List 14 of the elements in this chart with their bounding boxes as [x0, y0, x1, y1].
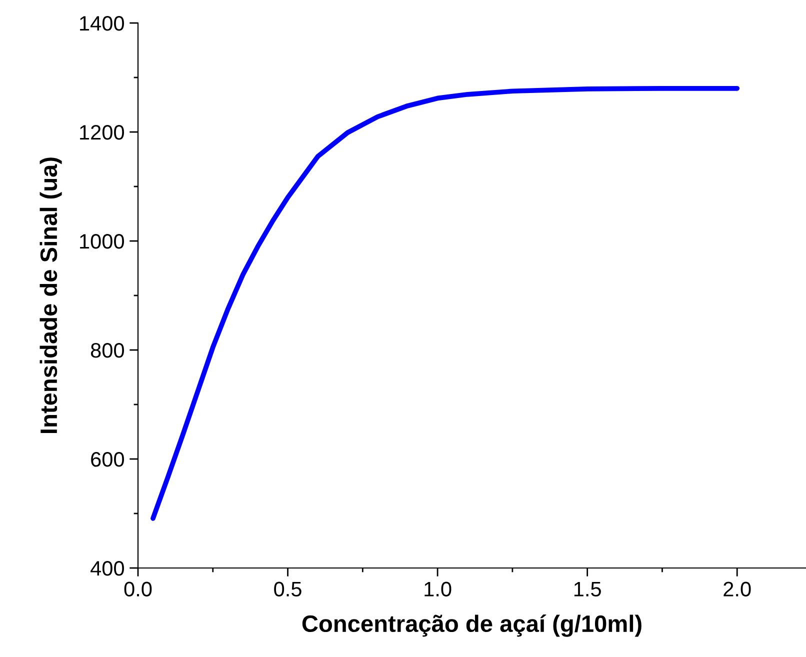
x-tick-label: 1.0 — [424, 582, 452, 596]
line-series — [150, 86, 740, 521]
x-tick-label: 0.0 — [124, 582, 152, 596]
y-tick-label: 1200 — [80, 125, 124, 140]
y-axis-title: Intensidade de Sinal (ua) — [40, 158, 62, 433]
y-tick-label: 400 — [90, 561, 124, 576]
x-tick-label: 1.5 — [574, 582, 601, 596]
x-axis-title: Concentração de açaí (g/10ml) — [302, 614, 642, 637]
x-tick-label: 2.0 — [724, 582, 751, 596]
y-tick-label: 1000 — [80, 234, 124, 249]
y-tick-label: 1400 — [80, 16, 124, 31]
y-tick-label: 600 — [91, 452, 124, 467]
y-tick-label: 800 — [90, 343, 124, 358]
x-tick-label: 0.5 — [274, 582, 302, 596]
